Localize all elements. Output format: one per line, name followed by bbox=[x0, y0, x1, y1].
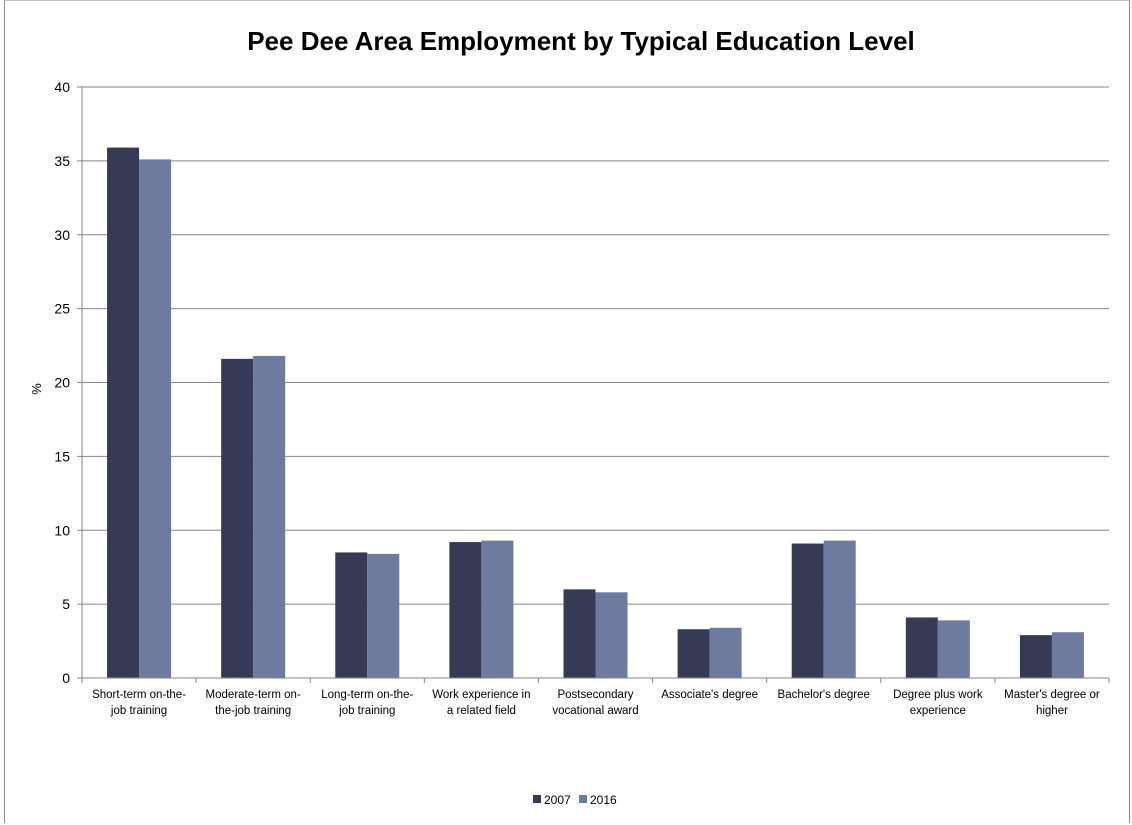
bar-2007 bbox=[449, 542, 482, 678]
x-category-label-line: Postsecondary bbox=[557, 689, 633, 701]
bar-2016 bbox=[481, 540, 514, 678]
bars bbox=[107, 147, 1084, 678]
x-category-label-line: the-job training bbox=[215, 705, 291, 717]
y-axis-label: % bbox=[29, 383, 44, 395]
x-category-label-line: experience bbox=[910, 705, 966, 717]
bar-2016 bbox=[367, 553, 400, 678]
bar-2007 bbox=[677, 629, 710, 678]
y-tick-label: 20 bbox=[54, 375, 70, 391]
x-category-label: Bachelor's degree bbox=[778, 689, 870, 701]
bar-2016 bbox=[595, 592, 628, 678]
legend-swatch-2007 bbox=[533, 795, 541, 803]
bar-2016 bbox=[139, 159, 172, 678]
x-category-label: Associate's degree bbox=[661, 689, 758, 701]
bar-2007 bbox=[335, 552, 368, 678]
x-category-label-line: Degree plus work bbox=[893, 689, 983, 701]
x-category-label-line: job training bbox=[338, 705, 395, 717]
x-category-label-line: Long-term on-the- bbox=[321, 689, 413, 701]
x-category-label: Degree plus work experience bbox=[893, 689, 983, 717]
y-tick-label: 25 bbox=[54, 301, 70, 317]
bar-2007 bbox=[221, 358, 254, 678]
x-category-label-line: Moderate-term on- bbox=[206, 689, 301, 701]
x-category-label-line: job training bbox=[110, 705, 167, 717]
chart-title: Pee Dee Area Employment by Typical Educa… bbox=[247, 26, 915, 56]
x-category-labels: Short-term on-the-job training Moderate-t… bbox=[92, 689, 1100, 717]
legend-label-2016: 2016 bbox=[590, 793, 617, 807]
x-category-label: Postsecondary vocational award bbox=[552, 689, 638, 717]
x-category-label-line: vocational award bbox=[552, 705, 638, 717]
x-category-label: Moderate-term on-the-job training bbox=[206, 689, 301, 717]
x-category-label: Master's degree or higher bbox=[1004, 689, 1100, 717]
x-category-label-line: Associate's degree bbox=[661, 689, 758, 701]
y-tick-label: 15 bbox=[54, 448, 70, 464]
x-category-label-line: higher bbox=[1036, 705, 1068, 717]
x-category-label-line: Master's degree or bbox=[1004, 689, 1100, 701]
x-category-label-line: Bachelor's degree bbox=[778, 689, 870, 701]
x-category-label-line: Work experience in bbox=[432, 689, 530, 701]
bar-2007 bbox=[107, 147, 140, 678]
chart-frame: Pee Dee Area Employment by Typical Educa… bbox=[4, 0, 1130, 823]
bar-2007 bbox=[791, 543, 824, 678]
bar-2016 bbox=[937, 620, 970, 678]
x-category-label: Work experience in a related field bbox=[432, 689, 530, 717]
y-tick-label: 30 bbox=[54, 227, 70, 243]
bar-2016 bbox=[1051, 632, 1084, 678]
x-category-label-line: Short-term on-the- bbox=[92, 689, 186, 701]
y-tick-label: 5 bbox=[62, 596, 70, 612]
x-category-label: Short-term on-the-job training bbox=[92, 689, 186, 717]
bar-2007 bbox=[905, 617, 938, 678]
bar-chart: Pee Dee Area Employment by Typical Educa… bbox=[29, 26, 1110, 807]
axes bbox=[77, 86, 1110, 683]
bar-2016 bbox=[253, 355, 286, 678]
y-tick-label: 10 bbox=[54, 522, 70, 538]
y-tick-label: 35 bbox=[54, 153, 70, 169]
y-tick-labels: 0 5 10 15 20 25 30 35 40 bbox=[54, 79, 70, 686]
legend-swatch-2016 bbox=[579, 795, 587, 803]
y-tick-label: 0 bbox=[62, 670, 70, 686]
bar-2007 bbox=[563, 589, 596, 678]
bar-2016 bbox=[709, 627, 742, 678]
x-category-label: Long-term on-the-job training bbox=[321, 689, 413, 717]
legend: 2007 2016 bbox=[533, 793, 617, 807]
x-category-label-line: a related field bbox=[447, 705, 516, 717]
y-tick-label: 40 bbox=[54, 79, 70, 95]
bar-2016 bbox=[823, 540, 856, 678]
bar-2007 bbox=[1019, 635, 1052, 678]
legend-label-2007: 2007 bbox=[544, 793, 571, 807]
